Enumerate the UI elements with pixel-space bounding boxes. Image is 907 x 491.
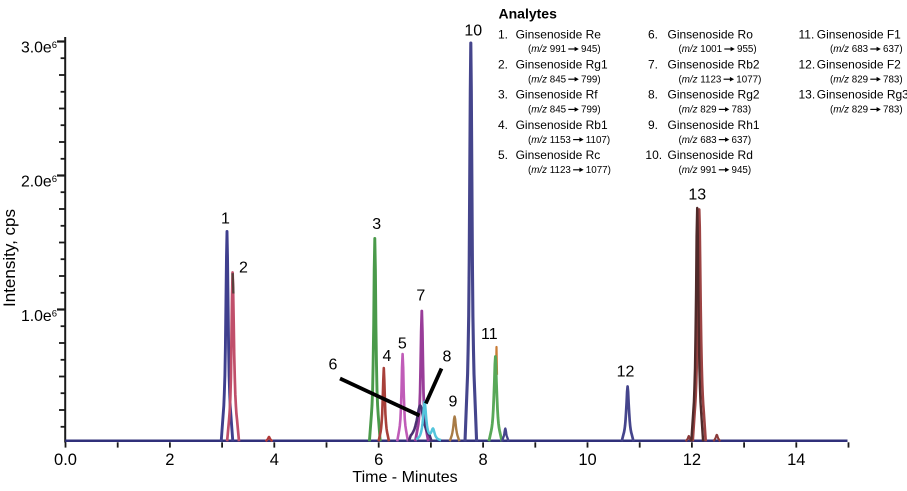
svg-text:1.: 1. (498, 27, 508, 41)
svg-text:(m/z 991: (m/z 991 (679, 165, 717, 176)
svg-text:637): 637) (883, 44, 903, 55)
svg-text:10: 10 (578, 451, 596, 469)
svg-text:14: 14 (787, 451, 805, 469)
svg-text:Ginsenoside F1: Ginsenoside F1 (817, 27, 901, 41)
svg-text:(m/z 845: (m/z 845 (528, 74, 567, 85)
svg-text:1077): 1077) (586, 165, 611, 176)
svg-text:4: 4 (382, 348, 391, 365)
svg-text:(m/z 1153: (m/z 1153 (528, 135, 571, 146)
svg-text:11: 11 (481, 326, 498, 343)
svg-text:Time - Minutes: Time - Minutes (352, 469, 457, 486)
svg-text:10: 10 (464, 23, 482, 40)
svg-text:1.0e6: 1.0e6 (21, 308, 57, 325)
svg-text:(m/z 845: (m/z 845 (528, 105, 567, 116)
svg-text:8.: 8. (648, 88, 658, 102)
svg-text:6.: 6. (648, 27, 658, 41)
svg-text:3.: 3. (498, 88, 508, 102)
svg-text:2.: 2. (498, 58, 508, 72)
svg-text:1077): 1077) (736, 74, 761, 85)
svg-text:6: 6 (329, 357, 338, 374)
svg-text:Ginsenoside Rh1: Ginsenoside Rh1 (668, 118, 760, 132)
svg-text:12.: 12. (799, 58, 816, 72)
svg-text:0.0: 0.0 (54, 451, 77, 469)
svg-text:Analytes: Analytes (499, 6, 558, 22)
svg-text:2: 2 (239, 260, 248, 277)
svg-text:6: 6 (374, 451, 383, 469)
svg-text:5: 5 (398, 336, 407, 353)
svg-text:7: 7 (416, 288, 425, 305)
svg-text:Ginsenoside Rd: Ginsenoside Rd (668, 148, 753, 162)
svg-text:1: 1 (221, 211, 230, 228)
svg-text:1107): 1107) (586, 135, 610, 146)
svg-text:799): 799) (581, 74, 601, 85)
svg-text:Ginsenoside F2: Ginsenoside F2 (817, 58, 901, 72)
svg-text:13.: 13. (799, 88, 816, 102)
svg-text:Ginsenoside Ro: Ginsenoside Ro (668, 27, 754, 41)
svg-text:2.0e6: 2.0e6 (21, 174, 57, 191)
svg-text:783): 783) (883, 74, 903, 85)
svg-text:Ginsenoside Rf: Ginsenoside Rf (516, 88, 599, 102)
svg-text:799): 799) (581, 105, 601, 116)
svg-text:3: 3 (372, 216, 381, 233)
svg-text:(m/z 829: (m/z 829 (830, 105, 868, 116)
svg-text:8: 8 (443, 349, 452, 366)
svg-text:10.: 10. (645, 148, 662, 162)
svg-text:783): 783) (883, 105, 903, 116)
svg-text:945): 945) (581, 44, 601, 55)
svg-text:4.: 4. (498, 118, 508, 132)
svg-text:Ginsenoside Rg1: Ginsenoside Rg1 (516, 58, 608, 72)
svg-text:(m/z 1001: (m/z 1001 (679, 44, 723, 55)
svg-text:(m/z 683: (m/z 683 (679, 135, 718, 146)
svg-text:Ginsenoside Rb2: Ginsenoside Rb2 (668, 58, 760, 72)
svg-text:Ginsenoside Rg3: Ginsenoside Rg3 (817, 88, 907, 102)
svg-text:783): 783) (732, 105, 752, 116)
svg-text:8: 8 (479, 451, 488, 469)
svg-text:12: 12 (617, 364, 635, 381)
svg-text:5.: 5. (498, 148, 508, 162)
svg-text:7.: 7. (648, 58, 658, 72)
svg-text:9.: 9. (648, 118, 658, 132)
svg-text:2: 2 (165, 451, 174, 469)
svg-text:(m/z 683: (m/z 683 (830, 44, 869, 55)
svg-text:Ginsenoside Rb1: Ginsenoside Rb1 (516, 118, 608, 132)
svg-text:(m/z 991: (m/z 991 (528, 44, 566, 55)
svg-text:Ginsenoside Rg2: Ginsenoside Rg2 (668, 88, 760, 102)
svg-text:13: 13 (688, 187, 706, 204)
svg-text:637): 637) (732, 135, 752, 146)
svg-text:9: 9 (449, 394, 458, 411)
svg-text:955): 955) (737, 44, 757, 55)
svg-text:(m/z 1123: (m/z 1123 (679, 74, 722, 85)
svg-text:Ginsenoside Re: Ginsenoside Re (516, 27, 602, 41)
svg-text:3.0e6: 3.0e6 (21, 40, 57, 57)
svg-text:(m/z 829: (m/z 829 (830, 74, 868, 85)
svg-text:945): 945) (732, 165, 752, 176)
svg-text:11.: 11. (799, 27, 815, 41)
svg-text:(m/z 829: (m/z 829 (679, 105, 717, 116)
svg-text:12: 12 (683, 451, 701, 469)
svg-text:Intensity, cps: Intensity, cps (0, 209, 19, 307)
svg-text:(m/z 1123: (m/z 1123 (528, 165, 571, 176)
svg-text:4: 4 (270, 451, 279, 469)
svg-text:Ginsenoside Rc: Ginsenoside Rc (516, 148, 601, 162)
